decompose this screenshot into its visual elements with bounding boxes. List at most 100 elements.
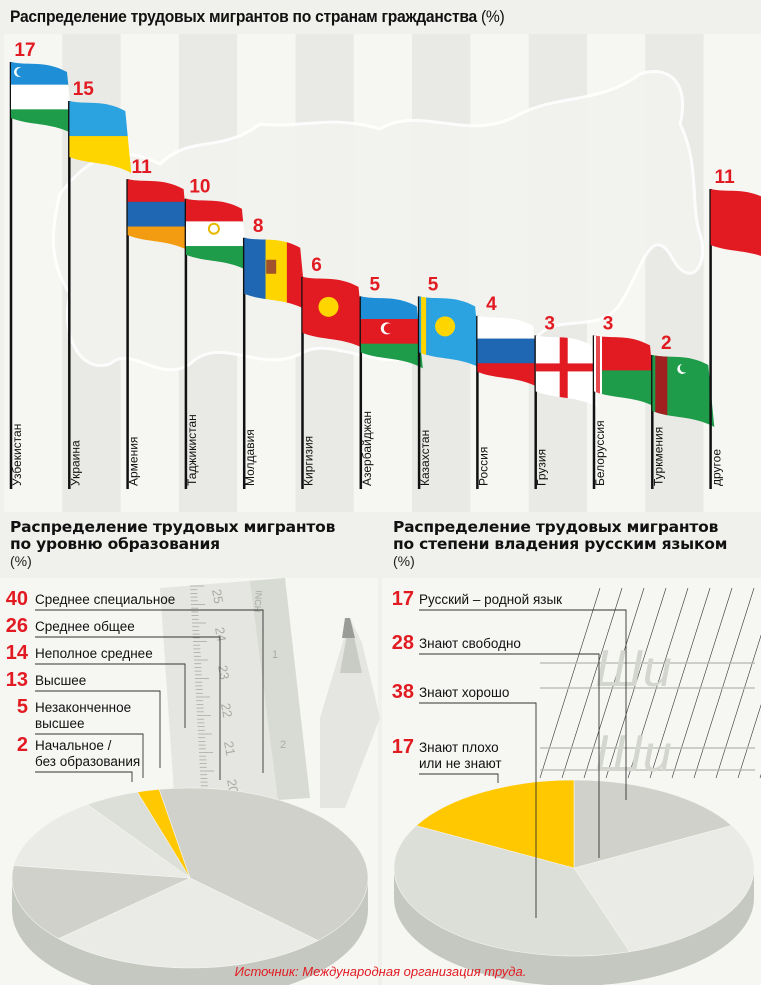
ruler-inch-mark: 1 [272,649,278,661]
legend-value: 5 [16,696,28,718]
pie-slice [573,779,733,869]
pie-slice [158,787,369,941]
russian-title-line2: по степени владения русским языком [393,535,728,553]
leader-line [35,733,144,778]
leader-line [419,773,499,783]
title-text: Распределение трудовых мигрантов по стра… [10,7,477,26]
russian-title-line1: Распределение трудовых мигрантов [393,518,719,536]
legend-value: 38 [391,681,414,703]
ruler-mark: 23 [215,664,232,681]
legend-label: Среднее общее [35,619,135,634]
flag-bar: 5 Казахстан [417,274,482,489]
legend-value: 2 [16,734,28,756]
bar-value-label: 2 [661,333,672,354]
category-label: Россия [476,447,490,486]
legend-value: 40 [5,588,28,610]
legend-label: Знают хорошо [419,685,510,700]
bar-value-label: 3 [603,313,614,334]
pie-slice [11,865,191,940]
russian-pie [393,779,755,985]
education-pie [11,787,369,985]
script-letter: Ши [595,640,672,698]
bar-value-label: 10 [189,177,210,198]
category-label: Киргизия [302,436,316,486]
russian-leaders [419,609,627,918]
ruler-mark: 21 [221,740,238,757]
flag [185,198,248,271]
citizenship-chart: 17 Узбекистан 15 Украина 11 Армения 10 Таджикис… [4,34,761,512]
russian-title: Распределение трудовых мигрантов по степ… [393,519,727,553]
leader-line [35,663,186,728]
map-outline [52,69,705,372]
category-label: Таджикистан [185,414,199,486]
bar-value-label: 15 [73,79,95,100]
bar-value-label: 17 [14,40,35,61]
education-title-line1: Распределение трудовых мигрантов [10,518,336,536]
leader-line [419,609,627,800]
education-title: Распределение трудовых мигрантов по уров… [10,519,335,553]
pie-side [394,868,754,985]
legend-value: 17 [391,588,414,610]
legend-label: Высшее [35,673,87,688]
bar-value-label: 5 [370,274,381,295]
handwriting-decoration: Ши Ши [539,587,761,783]
title-unit: (%) [480,7,505,26]
category-label: Азербайджан [360,411,374,486]
category-label: Армения [127,437,141,486]
category-label: Молдавия [243,429,257,486]
legend-value: 28 [391,632,414,654]
pie-slice [573,825,755,953]
legend-label: Начальное / без образования [35,738,141,769]
ruler-mark: 24 [212,626,229,643]
ruler-mark: 22 [218,702,235,719]
leader-line [419,653,600,858]
legend-value: 13 [5,669,28,691]
flag-bar: 5 Азербайджан [359,274,423,489]
bar-value-label: 6 [311,255,322,276]
category-label: Туркмения [651,427,665,486]
leader-line [35,771,133,782]
bar-value-label: 11 [132,157,153,178]
pie-slice [57,877,319,969]
pie-slice [13,804,192,879]
bar-value-label: 3 [544,313,555,334]
pie-slice [415,779,575,869]
bar-value-label: 5 [428,274,439,295]
flag [11,62,73,134]
education-leaders [35,609,264,782]
legend-value: 14 [5,642,28,664]
flag-bar: 11 Армения [126,157,190,489]
legend-label: Неполное среднее [35,646,153,661]
pie-side [12,878,368,985]
leader-line [35,690,161,768]
category-label: Узбекистан [10,424,24,486]
legend-value: 17 [391,736,414,758]
bar-value-label: 11 [715,167,736,188]
column-bg [703,34,761,512]
flag [477,315,540,388]
ruler-inch-mark: 2 [280,739,286,751]
legend-label: Среднее специальное [35,592,176,607]
category-label: Грузия [535,449,549,486]
legend-label: Русский – родной язык [419,592,563,607]
legend-label: Незаконченное высшее [35,700,132,731]
bar-value-label: 8 [253,216,264,237]
flag-bar: 4 Россия [476,294,540,489]
category-label: другое [710,449,724,486]
flag-bar: 17 Узбекистан [9,40,73,489]
flag-bar: 10 Таджикистан [184,177,248,489]
pie-slice [136,789,191,879]
leader-line [35,609,264,773]
category-label: Украина [68,440,82,486]
source-note: Источник: Международная организация труд… [234,964,527,979]
page-title: Распределение трудовых мигрантов по стра… [10,7,505,27]
ruler-mark: 25 [209,588,226,605]
header: Распределение трудовых мигрантов по стра… [0,0,761,34]
flag-bar: 2 Туркмения [651,333,715,489]
legend-value: 26 [5,615,28,637]
legend-label: Знают плохо или не знают [419,740,502,771]
category-label: Казахстан [418,430,432,486]
education-title-line2: по уровню образования [10,535,220,553]
